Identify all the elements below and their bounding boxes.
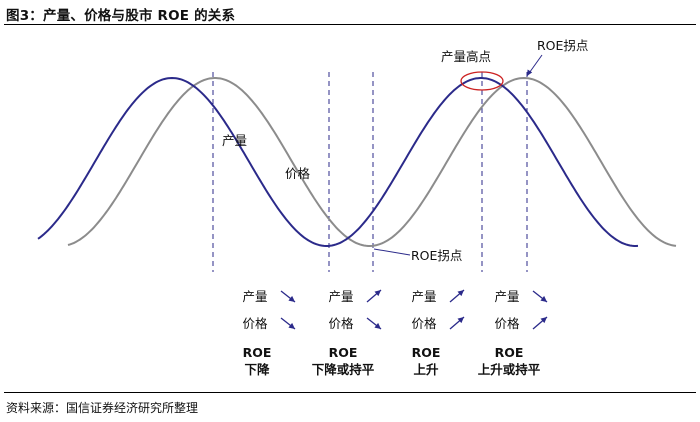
phase-output-label: 产量 (411, 289, 436, 304)
roe-inflection-high-label: ROE拐点 (537, 38, 588, 53)
phase-roe-trend: 上升 (413, 362, 439, 377)
price-direction-arrow (449, 316, 465, 330)
phase-roe-label: ROE (495, 345, 524, 360)
output-direction-arrow (280, 290, 296, 303)
output-direction-arrow (366, 289, 382, 303)
phase-roe-trend: 上升或持平 (478, 362, 541, 377)
phase-price-label: 价格 (242, 316, 268, 331)
roe-inflection-low-label: ROE拐点 (411, 248, 462, 263)
output-direction-arrow (532, 290, 548, 303)
phase-roe-label: ROE (243, 345, 272, 360)
output-curve-label: 产量 (222, 133, 247, 148)
figure-title: 图3：产量、价格与股市 ROE 的关系 (6, 8, 236, 24)
output-direction-arrow (449, 289, 465, 303)
roe-inflection-high-arrowhead (527, 69, 533, 76)
phase-roe-trend: 下降或持平 (312, 362, 375, 377)
price-direction-arrow (280, 317, 296, 330)
phase-output-label: 产量 (328, 289, 353, 304)
price-curve (67, 76, 677, 247)
phase-roe-trend: 下降 (244, 362, 270, 377)
roe-inflection-low-leader (373, 248, 411, 256)
phase-price-label: 价格 (411, 316, 437, 331)
phase-output-label: 产量 (494, 289, 519, 304)
bottom-rule (4, 392, 696, 393)
phase-price-label: 价格 (494, 316, 520, 331)
phase-roe-label: ROE (412, 345, 441, 360)
phase-roe-label: ROE (329, 345, 358, 360)
output-curve (37, 76, 639, 247)
top-rule (4, 24, 696, 25)
price-curve-label: 价格 (285, 166, 311, 181)
phase-output-label: 产量 (242, 289, 267, 304)
output-peak-label: 产量高点 (441, 49, 491, 64)
output-peak-highlight (460, 71, 504, 91)
price-direction-arrow (366, 317, 382, 330)
price-direction-arrow (532, 316, 548, 330)
phase-dividers (212, 72, 528, 272)
source-note: 资料来源：国信证券经济研究所整理 (6, 401, 199, 415)
phase-price-label: 价格 (328, 316, 354, 331)
